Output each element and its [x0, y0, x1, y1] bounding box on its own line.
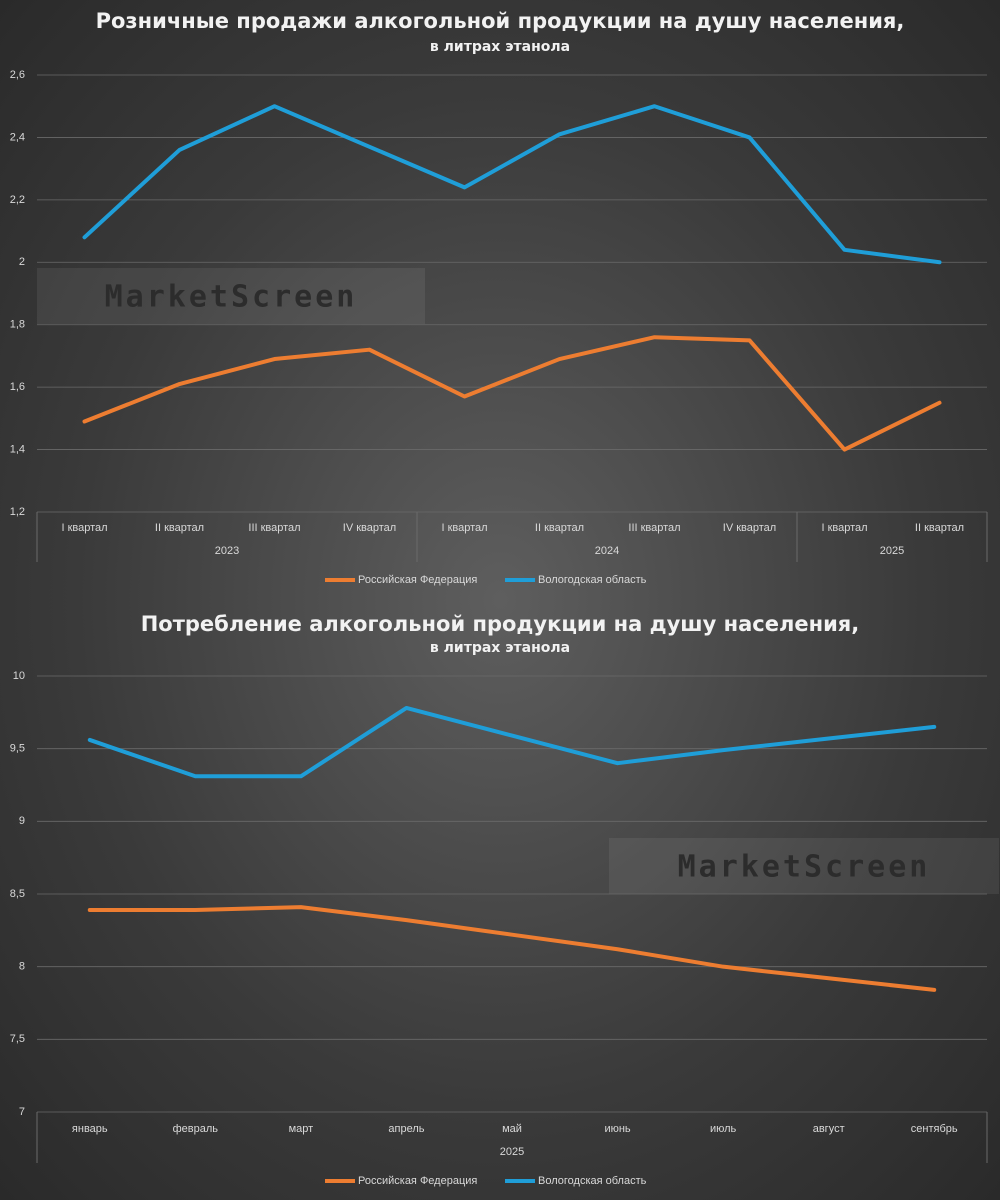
y-tick-label: 1,2 [10, 506, 25, 518]
chart-subtitle: в литрах этанола [430, 640, 570, 656]
legend-label: Вологодская область [538, 1175, 647, 1187]
x-tick-label: II квартал [155, 522, 204, 534]
x-tick-label: IV квартал [723, 522, 776, 534]
x-tick-label: II квартал [535, 522, 584, 534]
watermark: MarketScreen [105, 280, 358, 315]
series-line [87, 705, 937, 779]
x-tick-label: I квартал [61, 522, 107, 534]
group-label: 2024 [595, 545, 619, 557]
y-tick-label: 9,5 [10, 743, 25, 755]
x-tick-label: март [289, 1123, 314, 1135]
chart-title: Розничные продажи алкогольной продукции … [96, 9, 905, 33]
series-line [82, 335, 942, 452]
x-tick-label: III квартал [248, 522, 300, 534]
x-tick-label: апрель [388, 1123, 424, 1135]
x-tick-label: июль [710, 1123, 737, 1135]
x-tick-label: I квартал [821, 522, 867, 534]
y-tick-label: 1,8 [10, 319, 25, 331]
x-tick-label: август [813, 1123, 845, 1135]
x-tick-label: май [502, 1123, 522, 1135]
y-tick-label: 8,5 [10, 888, 25, 900]
watermark-box [609, 838, 999, 894]
y-tick-label: 7 [19, 1106, 25, 1118]
x-tick-label: февраль [173, 1123, 219, 1135]
y-tick-label: 2,4 [10, 131, 25, 143]
x-tick-label: июнь [604, 1123, 630, 1135]
y-tick-label: 2,6 [10, 69, 25, 81]
group-label: 2025 [500, 1146, 524, 1158]
y-tick-label: 1,4 [10, 443, 25, 455]
chart-subtitle: в литрах этанола [430, 39, 570, 55]
y-tick-label: 10 [13, 670, 25, 682]
x-tick-label: II квартал [915, 522, 964, 534]
legend-label: Вологодская область [538, 574, 647, 586]
y-tick-label: 2 [19, 256, 25, 268]
y-tick-label: 9 [19, 815, 25, 827]
y-tick-label: 7,5 [10, 1033, 25, 1045]
x-tick-label: III квартал [628, 522, 680, 534]
watermark: MarketScreen [678, 850, 931, 885]
series-line [82, 104, 942, 265]
y-tick-label: 8 [19, 961, 25, 973]
x-tick-label: сентябрь [911, 1123, 958, 1135]
watermark-box [37, 268, 425, 324]
x-tick-label: январь [72, 1123, 108, 1135]
legend-label: Российская Федерация [358, 574, 477, 586]
legend-label: Российская Федерация [358, 1175, 477, 1187]
y-tick-label: 1,6 [10, 381, 25, 393]
series-line [87, 905, 937, 992]
group-label: 2025 [880, 545, 904, 557]
x-tick-label: IV квартал [343, 522, 396, 534]
group-label: 2023 [215, 545, 239, 557]
x-tick-label: I квартал [441, 522, 487, 534]
y-tick-label: 2,2 [10, 194, 25, 206]
chart-title: Потребление алкогольной продукции на душ… [141, 612, 860, 636]
